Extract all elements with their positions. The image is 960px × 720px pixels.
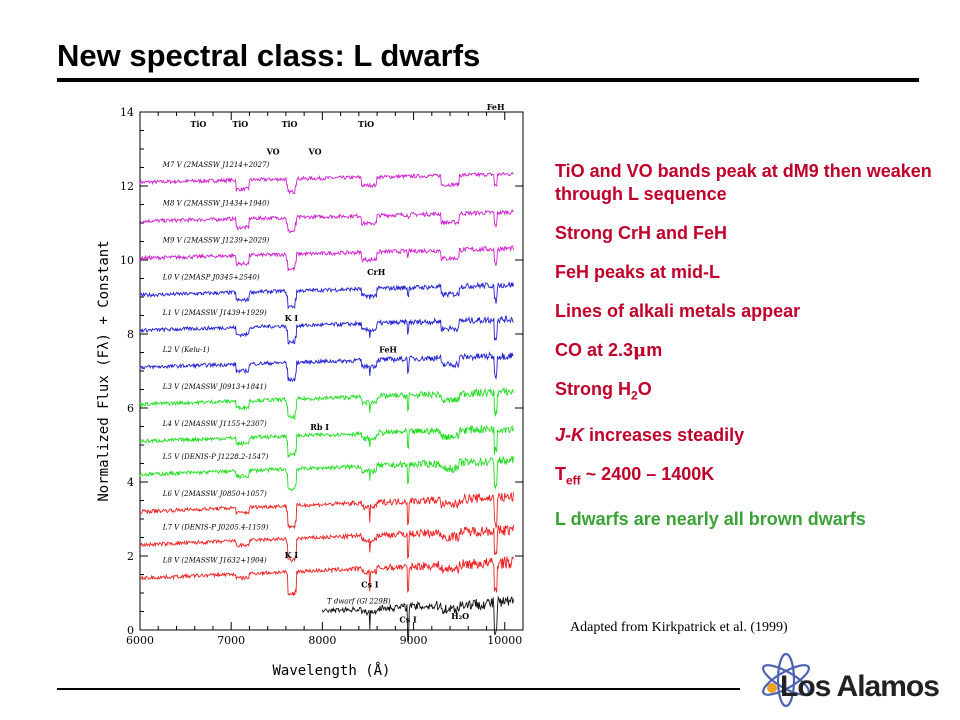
x-tick-label: 9000 (400, 634, 428, 647)
logo-text: Los Alamos (780, 670, 940, 703)
bullet-item: Lines of alkali metals appear (555, 300, 955, 323)
spectrum-line (321, 595, 514, 642)
feature-annotation: Cs I (361, 579, 379, 589)
spectrum-label: M9 V (2MASSW J1239+2029) (162, 237, 270, 245)
y-axis-label: Normalized Flux (Fλ) + Constant (96, 240, 112, 501)
bullet-item: L dwarfs are nearly all brown dwarfs (555, 508, 955, 531)
spectrum-line (139, 556, 514, 598)
spectrum-label: L3 V (2MASSW J0913+1841) (162, 383, 267, 391)
spectra-chart: 6000 7000 8000 9000 10000 0 2 4 6 8 10 12 14 Waveleng… (96, 102, 524, 679)
feature-annotation: K I (285, 313, 299, 323)
y-tick-label: 0 (127, 624, 134, 637)
spectrum-line (139, 491, 514, 530)
bullet-text: Lines of alkali metals appear (555, 301, 801, 321)
x-tick-label: 7000 (217, 634, 245, 647)
bullet-text: m (646, 340, 663, 360)
plot-frame (139, 111, 524, 631)
mu-symbol: μ (633, 340, 647, 361)
y-tick-label: 6 (127, 402, 134, 415)
bullet-list: TiO and VO bands peak at dM9 then weaken… (555, 160, 955, 547)
spectrum-label: M7 V (2MASSW J1214+2027) (162, 161, 270, 169)
spectrum-line (139, 351, 514, 383)
credit-text: Adapted from Kirkpatrick et al. (1999) (570, 620, 788, 635)
spectrum-line (139, 455, 514, 492)
feature-annotation: Rb I (310, 422, 329, 432)
feature-annotation: H₂O (451, 611, 469, 621)
spectrum-label: L7 V (DENIS-P J0205.4-1159) (162, 523, 269, 531)
spectrum-label: T dwarf (Gl 229B) (327, 597, 391, 605)
spectrum-label: L8 V (2MASSW J1632+1904) (162, 557, 267, 565)
feature-annotation: VO (266, 147, 280, 157)
spectrum-line (139, 171, 514, 195)
y-tick-label: 10 (120, 254, 134, 267)
x-tick-label: 6000 (126, 634, 154, 647)
bullet-text: O (637, 379, 652, 399)
bullet-text: CO at 2.3 (555, 340, 634, 360)
subscript: eff (566, 473, 581, 488)
y-tick-label: 8 (127, 328, 134, 341)
y-tick-label: 2 (127, 550, 134, 563)
slide-title: New spectral class: L dwarfs (57, 38, 481, 73)
bullet-item: Teff ~ 2400 – 1400K (555, 463, 955, 493)
feature-annotation: TiO (358, 119, 374, 129)
spectrum-line (139, 208, 514, 234)
bullet-text: Strong H (555, 379, 631, 399)
bullet-text: L dwarfs are nearly all brown dwarfs (555, 509, 866, 530)
bullet-item: Strong H2O (555, 378, 955, 408)
feature-annotation: Cs I (399, 615, 417, 625)
spectrum-line (139, 524, 514, 563)
bullet-item: J-K increases steadily (555, 424, 955, 447)
bullet-item: Strong CrH and FeH (555, 222, 955, 245)
spectrum-label: M8 V (2MASSW J1434+1940) (162, 200, 270, 208)
spectrum-line (139, 280, 514, 310)
spectrum-line (139, 424, 514, 459)
feature-annotation: K I (285, 550, 299, 560)
bullet-item: CO at 2.3μm (555, 339, 955, 362)
los-alamos-logo (762, 652, 810, 708)
spectrum-line (139, 386, 514, 421)
bullet-text: TiO and VO bands peak at dM9 then weaken… (555, 161, 932, 204)
bullet-item: FeH peaks at mid-L (555, 261, 955, 284)
spectrum-label: L5 V (DENIS-P J1228.2-1547) (162, 453, 269, 461)
x-axis-label: Wavelength (Å) (272, 662, 390, 679)
x-tick-label: 8000 (308, 634, 336, 647)
bullet-text: ~ 2400 – 1400K (580, 463, 715, 484)
feature-annotation: FeH (379, 345, 397, 355)
y-tick-label: 12 (120, 180, 134, 193)
spectrum-label: L4 V (2MASSW J1155+2307) (162, 420, 267, 428)
title-underline (57, 78, 919, 82)
feature-annotation: FeH (487, 102, 505, 112)
y-tick-label: 4 (127, 476, 134, 489)
spectrum-label: L6 V (2MASSW J0850+1057) (162, 490, 267, 498)
feature-annotation: VO (308, 147, 322, 157)
feature-annotation: TiO (190, 119, 206, 129)
bullet-text: increases steadily (584, 424, 745, 445)
bullet-text-italic: J-K (555, 424, 585, 445)
bullet-text: Strong CrH and FeH (555, 223, 728, 243)
bottom-rule (57, 688, 740, 690)
spectrum-label: L2 V (Kelu-1) (162, 346, 210, 354)
spectrum-line (139, 245, 514, 272)
bullet-text: T (555, 463, 566, 484)
feature-annotation: TiO (282, 119, 298, 129)
spectrum-line (139, 315, 514, 345)
x-tick-label: 10000 (487, 634, 522, 647)
feature-annotation: CrH (367, 267, 386, 277)
bullet-text: FeH peaks at mid-L (555, 262, 721, 282)
spectrum-label: L0 V (2MASP J0345+2540) (162, 274, 260, 282)
subscript: 2 (631, 388, 638, 403)
y-tick-label: 14 (120, 106, 134, 119)
feature-annotation: TiO (232, 119, 248, 129)
spectrum-label: L1 V (2MASSW J1439+1929) (162, 309, 267, 317)
bullet-item: TiO and VO bands peak at dM9 then weaken… (555, 160, 955, 206)
